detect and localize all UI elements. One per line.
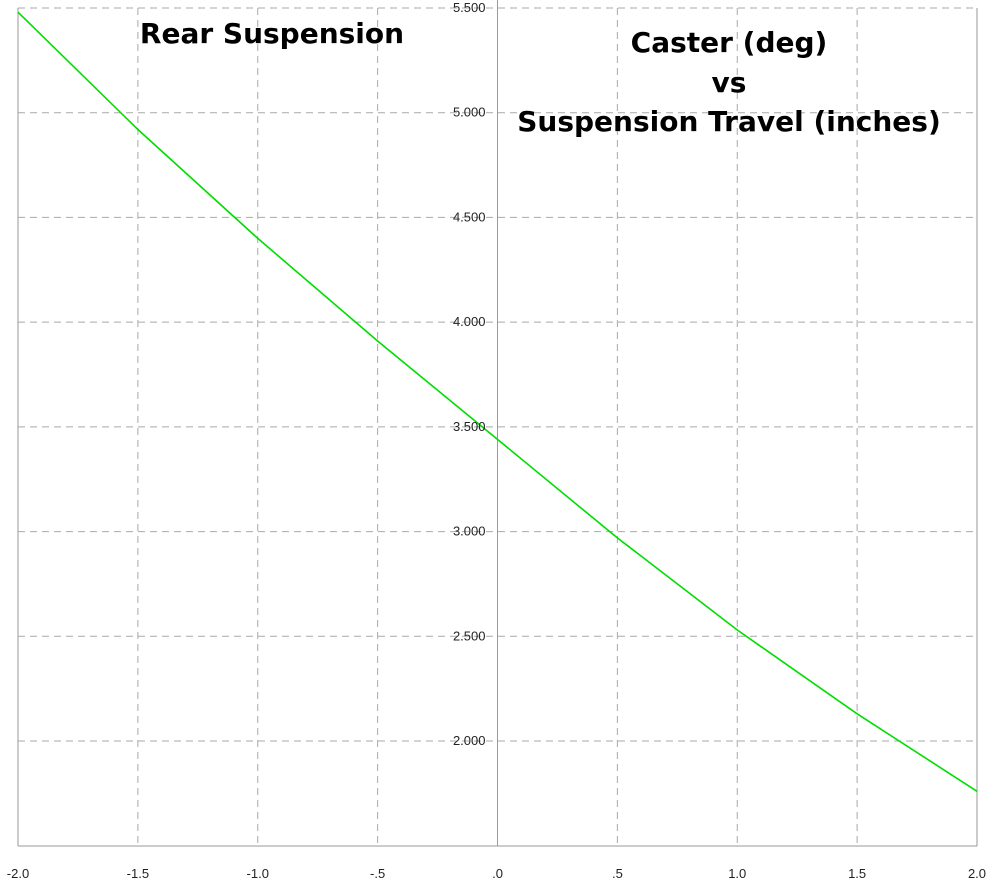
- chart-title-right-line-2: vs: [712, 66, 747, 99]
- y-tick-label: 3.500: [453, 419, 486, 434]
- series-line-caster: [17, 11, 978, 792]
- x-tick-label: -.5: [370, 866, 385, 881]
- y-tick-label: 5.000: [453, 105, 486, 120]
- x-tick-label: 1.5: [848, 866, 866, 881]
- axis-layer: [17, 0, 978, 847]
- x-tick-label: -1.0: [247, 866, 269, 881]
- x-tick-label: 1.0: [728, 866, 746, 881]
- label-layer: -2.0 -1.5 -1.0 -.5 .0 .5 1.0 1.5 2.0 2.000 2.500 3.…: [7, 0, 986, 881]
- x-tick-label: .5: [612, 866, 623, 881]
- y-tick-label: 4.000: [453, 314, 486, 329]
- y-tick-label: 3.000: [453, 524, 486, 539]
- x-tick-label: .0: [492, 866, 503, 881]
- y-tick-label: 2.000: [453, 733, 486, 748]
- y-tick-label: 2.500: [453, 628, 486, 643]
- x-tick-label: 2.0: [968, 866, 986, 881]
- y-tick-label: 5.500: [453, 0, 486, 15]
- chart-title-right-line-3: Suspension Travel (inches): [517, 105, 941, 138]
- chart-title-left: Rear Suspension: [140, 17, 404, 50]
- x-tick-label: -2.0: [7, 866, 29, 881]
- y-tick-label: 4.500: [453, 209, 486, 224]
- x-tick-label: -1.5: [127, 866, 149, 881]
- chart-title-right-line-1: Caster (deg): [631, 26, 828, 59]
- series-layer: [17, 11, 978, 792]
